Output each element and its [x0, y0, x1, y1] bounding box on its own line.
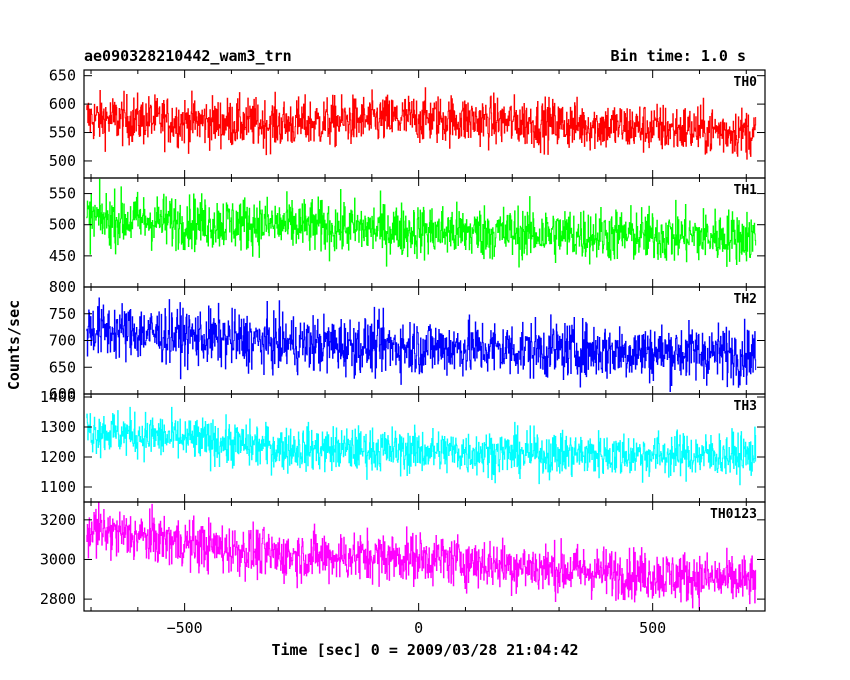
panel-label-th0123: TH0123	[710, 507, 757, 522]
y-tick-label-th2: 650	[49, 358, 76, 376]
y-tick-label-th0: 650	[49, 67, 76, 85]
x-tick-label: 0	[414, 619, 423, 637]
y-tick-label-th1: 550	[49, 185, 76, 203]
y-tick-label-th3: 1200	[40, 448, 76, 466]
y-tick-label-th2: 800	[49, 278, 76, 296]
y-tick-label-th2: 750	[49, 305, 76, 323]
bin-time-label: Bin time: 1.0 s	[611, 47, 746, 65]
panel-frame-th0123	[83, 501, 766, 612]
series-line-th0	[86, 87, 757, 160]
y-tick-label-th3: 1100	[40, 478, 76, 496]
text-layer: ae090328210442_wam3_trn Bin time: 1.0 s …	[5, 47, 757, 659]
y-tick-label-th0: 500	[49, 152, 76, 170]
y-axis-label: Counts/sec	[5, 300, 23, 390]
y-tick-label-th3: 1400	[40, 388, 76, 406]
series-line-th2	[86, 297, 757, 392]
panel-label-th0: TH0	[734, 75, 758, 90]
y-tick-label-th2: 700	[49, 332, 76, 350]
y-tick-label-th0123: 3200	[40, 511, 76, 529]
panel-label-th1: TH1	[734, 183, 758, 198]
x-tick-label: 500	[639, 619, 666, 637]
panel-label-th3: TH3	[734, 399, 757, 414]
series-line-th3	[86, 406, 757, 486]
y-tick-label-th0: 600	[49, 95, 76, 113]
series-layer	[86, 87, 757, 610]
y-tick-label-th1: 500	[49, 216, 76, 234]
y-tick-label-th0: 550	[49, 124, 76, 142]
y-tick-label-th3: 1300	[40, 418, 76, 436]
chart-title: ae090328210442_wam3_trn	[84, 47, 292, 65]
y-tick-label-th2: 600	[49, 385, 76, 403]
y-tick-label-th1: 450	[49, 247, 76, 265]
series-line-th1	[86, 178, 757, 268]
y-tick-label-th0123: 3000	[40, 550, 76, 568]
frame-layer	[83, 69, 766, 612]
series-line-th0123	[86, 502, 757, 610]
x-tick-label: −500	[167, 619, 203, 637]
y-tick-label-th0123: 2800	[40, 590, 76, 608]
panel-label-th2: TH2	[734, 292, 757, 307]
x-axis-label: Time [sec] 0 = 2009/03/28 21:04:42	[271, 641, 578, 659]
